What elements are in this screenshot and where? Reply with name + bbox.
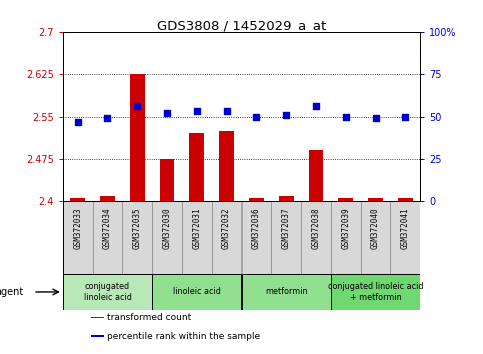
Bar [368,198,383,201]
Bar [91,335,104,337]
Text: GSM372031: GSM372031 [192,207,201,249]
Bar [212,201,242,274]
Bar [122,201,152,274]
Bar [189,133,204,201]
Text: GSM372039: GSM372039 [341,207,350,249]
Bar [159,159,174,201]
Bar [309,150,324,201]
Bar [182,201,212,274]
Bar [91,316,104,318]
Text: GSM372030: GSM372030 [163,207,171,249]
Text: GSM372041: GSM372041 [401,207,410,249]
Point [312,104,320,109]
Bar [63,274,152,310]
Text: GSM372034: GSM372034 [103,207,112,249]
Bar [242,274,331,310]
Text: GSM372036: GSM372036 [252,207,261,249]
Text: GSM372032: GSM372032 [222,207,231,249]
Text: conjugated
linoleic acid: conjugated linoleic acid [84,282,131,302]
Bar [331,201,361,274]
Bar [242,201,271,274]
Point [372,115,380,121]
Point [223,109,230,114]
Text: GSM372035: GSM372035 [133,207,142,249]
Text: conjugated linoleic acid
+ metformin: conjugated linoleic acid + metformin [328,282,423,302]
Point [193,109,201,114]
Bar [398,198,413,201]
Bar [70,198,85,201]
Bar [271,201,301,274]
Bar [219,131,234,201]
Bar [301,201,331,274]
Point [133,104,141,109]
Point [401,114,409,119]
Text: linoleic acid: linoleic acid [173,287,221,296]
Bar [152,274,242,310]
Text: percentile rank within the sample: percentile rank within the sample [108,332,261,341]
Bar [361,201,390,274]
Bar [331,274,420,310]
Text: GSM372033: GSM372033 [73,207,82,249]
Bar [338,198,353,201]
Text: GSM372037: GSM372037 [282,207,291,249]
Bar [93,201,122,274]
Text: GSM372040: GSM372040 [371,207,380,249]
Text: GSM372038: GSM372038 [312,207,320,249]
Point [253,114,260,119]
Point [342,114,350,119]
Point [74,119,82,125]
Bar [390,201,420,274]
Text: GDS3808 / 1452029_a_at: GDS3808 / 1452029_a_at [157,19,326,33]
Bar [152,201,182,274]
Bar [279,195,294,201]
Point [163,110,171,116]
Text: metformin: metformin [265,287,307,296]
Bar [63,201,93,274]
Bar [100,195,115,201]
Point [282,112,290,118]
Bar [130,74,145,201]
Point [104,115,112,121]
Text: transformed count: transformed count [108,313,192,322]
Bar [249,198,264,201]
Text: agent: agent [0,287,24,297]
